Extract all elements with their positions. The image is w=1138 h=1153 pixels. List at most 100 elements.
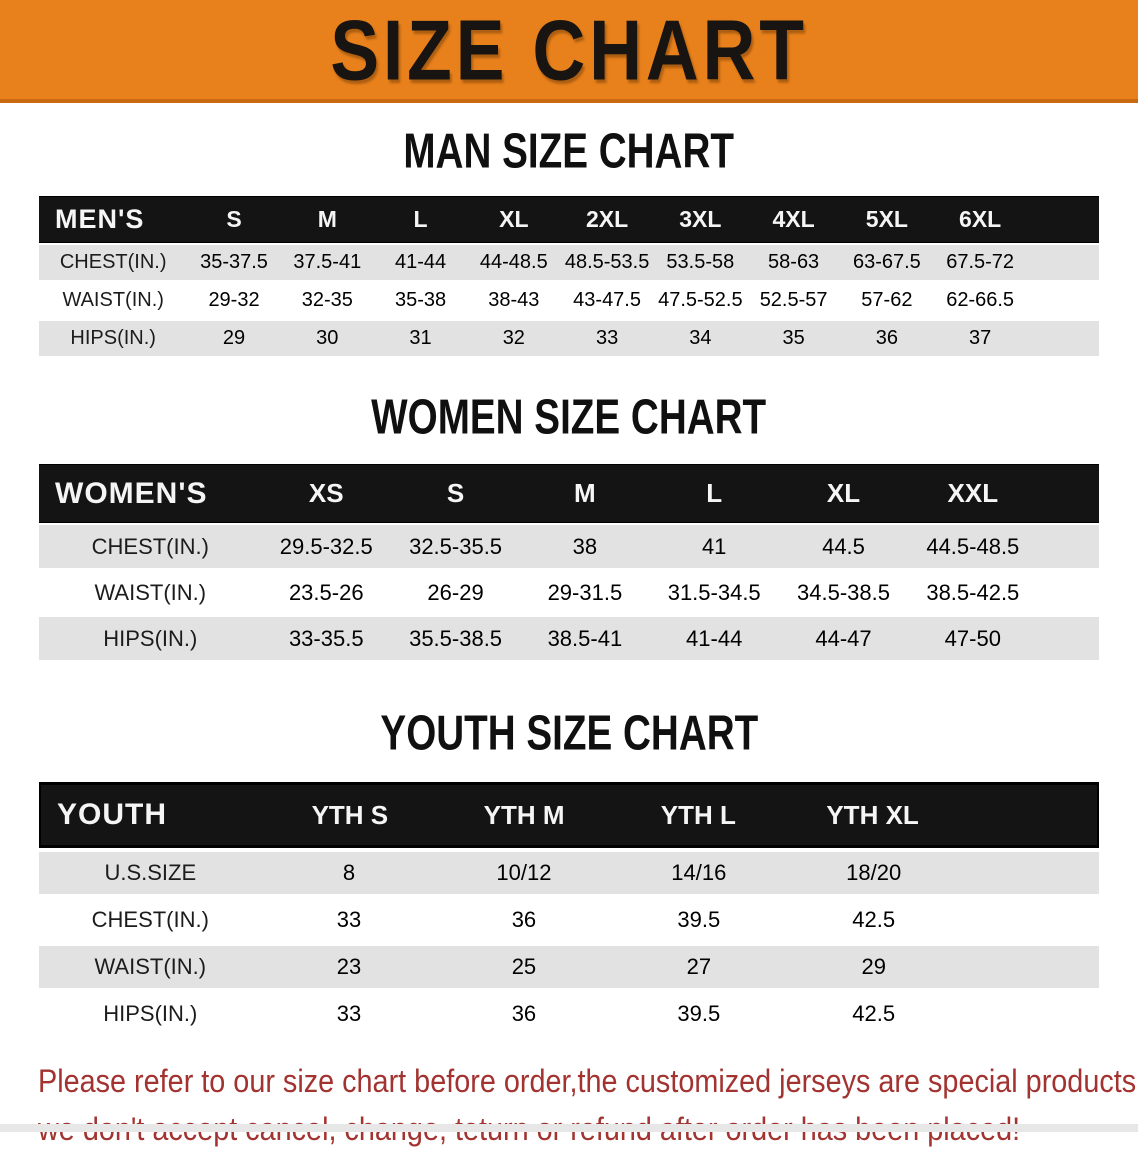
value-cell: 31.5-34.5 — [667, 579, 761, 605]
column-header: 2XL — [585, 206, 629, 233]
column-header: S — [226, 206, 242, 233]
column-header: L — [706, 478, 723, 509]
value-cell: 29.5-32.5 — [279, 533, 373, 559]
value-cell: 37 — [969, 327, 992, 350]
value-cell: 25 — [511, 954, 537, 980]
value-cell: 29-31.5 — [547, 579, 623, 605]
column-header: M — [317, 206, 337, 233]
column-header: 4XL — [772, 206, 815, 233]
banner: SIZE CHART — [0, 0, 1138, 103]
value-cell: 33 — [595, 327, 619, 350]
column-header: 5XL — [865, 206, 908, 233]
table-row: HIPS(IN.) 33 36 39.5 42.5 — [39, 993, 1099, 1036]
table-row: WAIST(IN.) 23 25 27 29 — [39, 946, 1099, 989]
value-cell: 41 — [701, 533, 727, 559]
column-header: XS — [308, 478, 344, 509]
value-cell: 39.5 — [677, 907, 721, 933]
value-cell: 29-32 — [208, 289, 260, 312]
value-cell: 31 — [409, 327, 432, 350]
table-header-label: WOMEN'S — [55, 476, 208, 510]
value-cell: 52.5-57 — [759, 289, 828, 312]
value-cell: 38 — [572, 533, 598, 559]
table-row: U.S.SIZE 8 10/12 14/16 18/20 — [39, 852, 1099, 895]
value-cell: 35.5-38.5 — [409, 625, 503, 651]
table-header-label: MEN'S — [55, 204, 145, 235]
disclaimer-line-1: Please refer to our size chart before or… — [38, 1063, 1138, 1100]
value-cell: 53.5-58 — [666, 251, 735, 274]
value-cell: 18/20 — [846, 860, 902, 886]
value-cell: 33 — [336, 907, 362, 933]
row-label: CHEST(IN.) — [59, 251, 167, 274]
value-cell: 27 — [686, 954, 712, 980]
bottom-strip — [0, 1124, 1138, 1132]
row-label: HIPS(IN.) — [70, 327, 156, 350]
row-label: WAIST(IN.) — [94, 579, 207, 605]
column-header: YTH XL — [826, 799, 919, 830]
value-cell: 36 — [511, 907, 537, 933]
value-cell: 29 — [222, 327, 246, 350]
table-row: WAIST(IN.) 29-32 32-35 35-38 38-43 43-47.5 47.… — [39, 283, 1099, 319]
men-section-heading: MAN SIZE CHART — [403, 122, 735, 179]
value-cell: 34 — [689, 327, 712, 350]
value-cell: 32-35 — [301, 289, 353, 312]
section-men: MAN SIZE CHART MEN'S S M L XL 2XL 3XL 4XL 5XL 6XL… — [0, 103, 1138, 357]
column-header: M — [574, 478, 596, 509]
value-cell: 23 — [336, 954, 362, 980]
value-cell: 36 — [511, 1001, 537, 1027]
table-header-row: WOMEN'S XS S M L XL XXL — [39, 465, 1099, 523]
value-cell: 32 — [502, 327, 525, 350]
row-label: CHEST(IN.) — [91, 907, 209, 933]
column-header: YTH L — [660, 799, 736, 830]
value-cell: 32.5-35.5 — [409, 533, 503, 559]
table-row: WAIST(IN.) 23.5-26 26-29 29-31.5 31.5-34.5 34… — [39, 571, 1099, 615]
women-size-table: WOMEN'S XS S M L XL XXL CHEST(IN.) 29.5-32.5 32.5… — [39, 465, 1099, 661]
value-cell: 33 — [336, 1001, 362, 1027]
table-header-row: YOUTH YTH S YTH M YTH L YTH XL — [39, 783, 1099, 848]
value-cell: 44-47 — [815, 625, 872, 651]
column-header: XL — [499, 206, 529, 233]
value-cell: 29 — [861, 954, 886, 980]
value-cell: 63-67.5 — [852, 251, 921, 274]
value-cell: 26-29 — [427, 579, 484, 605]
row-label: WAIST(IN.) — [94, 954, 207, 980]
value-cell: 34.5-38.5 — [797, 579, 890, 605]
value-cell: 33-35.5 — [288, 625, 364, 651]
column-header: S — [446, 478, 465, 509]
column-header: XXL — [947, 478, 999, 509]
value-cell: 44.5 — [822, 533, 865, 559]
value-cell: 38.5-42.5 — [926, 579, 1020, 605]
value-cell: 62-66.5 — [946, 289, 1015, 312]
table-row: HIPS(IN.) 29 30 31 32 33 34 35 36 37 — [39, 321, 1099, 357]
column-header: XL — [826, 478, 861, 509]
value-cell: 38.5-41 — [547, 625, 623, 651]
youth-section-heading: YOUTH SIZE CHART — [380, 704, 758, 761]
value-cell: 43-47.5 — [573, 289, 641, 312]
banner-title: SIZE CHART — [330, 1, 808, 98]
value-cell: 8 — [342, 860, 356, 886]
column-header: YTH M — [483, 799, 565, 830]
value-cell: 42.5 — [852, 1001, 896, 1027]
value-cell: 67.5-72 — [946, 251, 1015, 274]
column-header: 6XL — [959, 206, 1002, 233]
women-section-heading: WOMEN SIZE CHART — [371, 388, 767, 445]
value-cell: 30 — [316, 327, 339, 350]
table-header-label: YOUTH — [57, 798, 167, 832]
section-women: WOMEN SIZE CHART WOMEN'S XS S M L XL XXL CHEST(… — [0, 359, 1138, 661]
value-cell: 36 — [875, 327, 898, 350]
value-cell: 10/12 — [496, 860, 552, 886]
table-row: HIPS(IN.) 33-35.5 35.5-38.5 38.5-41 41-44 44-… — [39, 617, 1099, 661]
column-header: YTH S — [311, 799, 389, 830]
value-cell: 41-44 — [394, 251, 447, 274]
table-header-row: MEN'S S M L XL 2XL 3XL 4XL 5XL 6XL — [39, 197, 1099, 243]
table-row: CHEST(IN.) 29.5-32.5 32.5-35.5 38 41 44.5 44.5… — [39, 525, 1099, 569]
section-youth: YOUTH SIZE CHART YOUTH YTH S YTH M YTH L YTH… — [0, 663, 1138, 1036]
row-label: CHEST(IN.) — [91, 533, 209, 559]
value-cell: 35 — [782, 327, 805, 350]
value-cell: 58-63 — [768, 251, 820, 274]
row-label: HIPS(IN.) — [103, 1001, 198, 1027]
column-header: L — [413, 206, 428, 233]
column-header: 3XL — [679, 206, 722, 233]
value-cell: 44.5-48.5 — [926, 533, 1020, 559]
row-label: U.S.SIZE — [104, 860, 197, 886]
